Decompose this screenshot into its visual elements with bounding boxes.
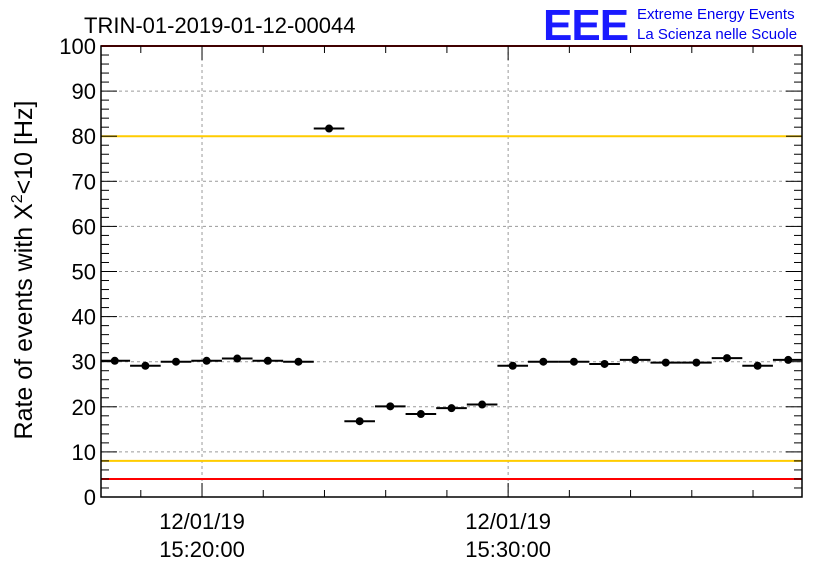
y-axis-label: Rate of events with X2<10 [Hz] <box>9 101 38 440</box>
y-axis-label-suffix: <10 [Hz] <box>10 101 38 195</box>
y-tick-label: 0 <box>84 485 96 510</box>
reference-lines <box>101 45 802 480</box>
axis-ticks <box>101 45 802 498</box>
y-tick-label: 50 <box>72 260 96 285</box>
y-tick-label: 10 <box>72 440 96 465</box>
y-axis-label-superscript: 2 <box>9 194 26 203</box>
data-point <box>631 355 640 364</box>
data-point <box>386 402 395 411</box>
data-point <box>294 357 303 366</box>
data-point <box>110 356 119 365</box>
data-point <box>263 356 272 365</box>
data-point <box>784 355 793 364</box>
data-point <box>233 354 242 363</box>
data-point <box>753 361 762 370</box>
data-point <box>141 361 150 370</box>
data-point <box>723 354 732 363</box>
data-point <box>569 357 578 366</box>
y-tick-label: 100 <box>59 34 96 59</box>
data-points <box>101 124 802 426</box>
data-point <box>539 357 548 366</box>
logo-line-2: La Scienza nelle Scuole <box>637 26 797 43</box>
data-point <box>325 124 334 133</box>
x-tick-label-date: 12/01/19 <box>465 509 551 534</box>
data-point <box>692 358 701 367</box>
y-tick-label: 60 <box>72 214 96 239</box>
y-axis-label-prefix: Rate of events with <box>10 220 38 440</box>
x-tick-label-time: 15:30:00 <box>465 537 551 562</box>
data-point <box>416 410 425 419</box>
y-tick-label: 90 <box>72 79 96 104</box>
data-point <box>478 400 487 409</box>
chart-title: TRIN-01-2019-01-12-00044 <box>84 13 356 38</box>
logo-line-1: Extreme Energy Events <box>637 6 795 23</box>
y-axis-label-symbol: X <box>10 203 38 220</box>
y-tick-label: 80 <box>72 124 96 149</box>
grid-lines <box>101 46 802 497</box>
data-point <box>661 358 670 367</box>
data-point <box>202 356 211 365</box>
data-point <box>355 417 364 426</box>
y-tick-label: 30 <box>72 350 96 375</box>
y-tick-label: 40 <box>72 305 96 330</box>
data-point <box>508 361 517 370</box>
y-tick-label: 20 <box>72 395 96 420</box>
y-tick-label: 70 <box>72 169 96 194</box>
x-tick-label-date: 12/01/19 <box>159 509 245 534</box>
logo-mark: EEE <box>543 1 628 50</box>
y-tick-labels: 0 10 20 30 40 50 60 70 80 90 100 <box>59 34 96 510</box>
data-point <box>171 357 180 366</box>
x-tick-label-time: 15:20:00 <box>159 537 245 562</box>
x-tick-labels: 12/01/19 15:20:00 12/01/19 15:30:00 <box>159 509 551 562</box>
eee-logo: EEE Extreme Energy Events La Scienza nel… <box>543 1 797 50</box>
data-point <box>600 359 609 368</box>
data-point <box>447 404 456 413</box>
